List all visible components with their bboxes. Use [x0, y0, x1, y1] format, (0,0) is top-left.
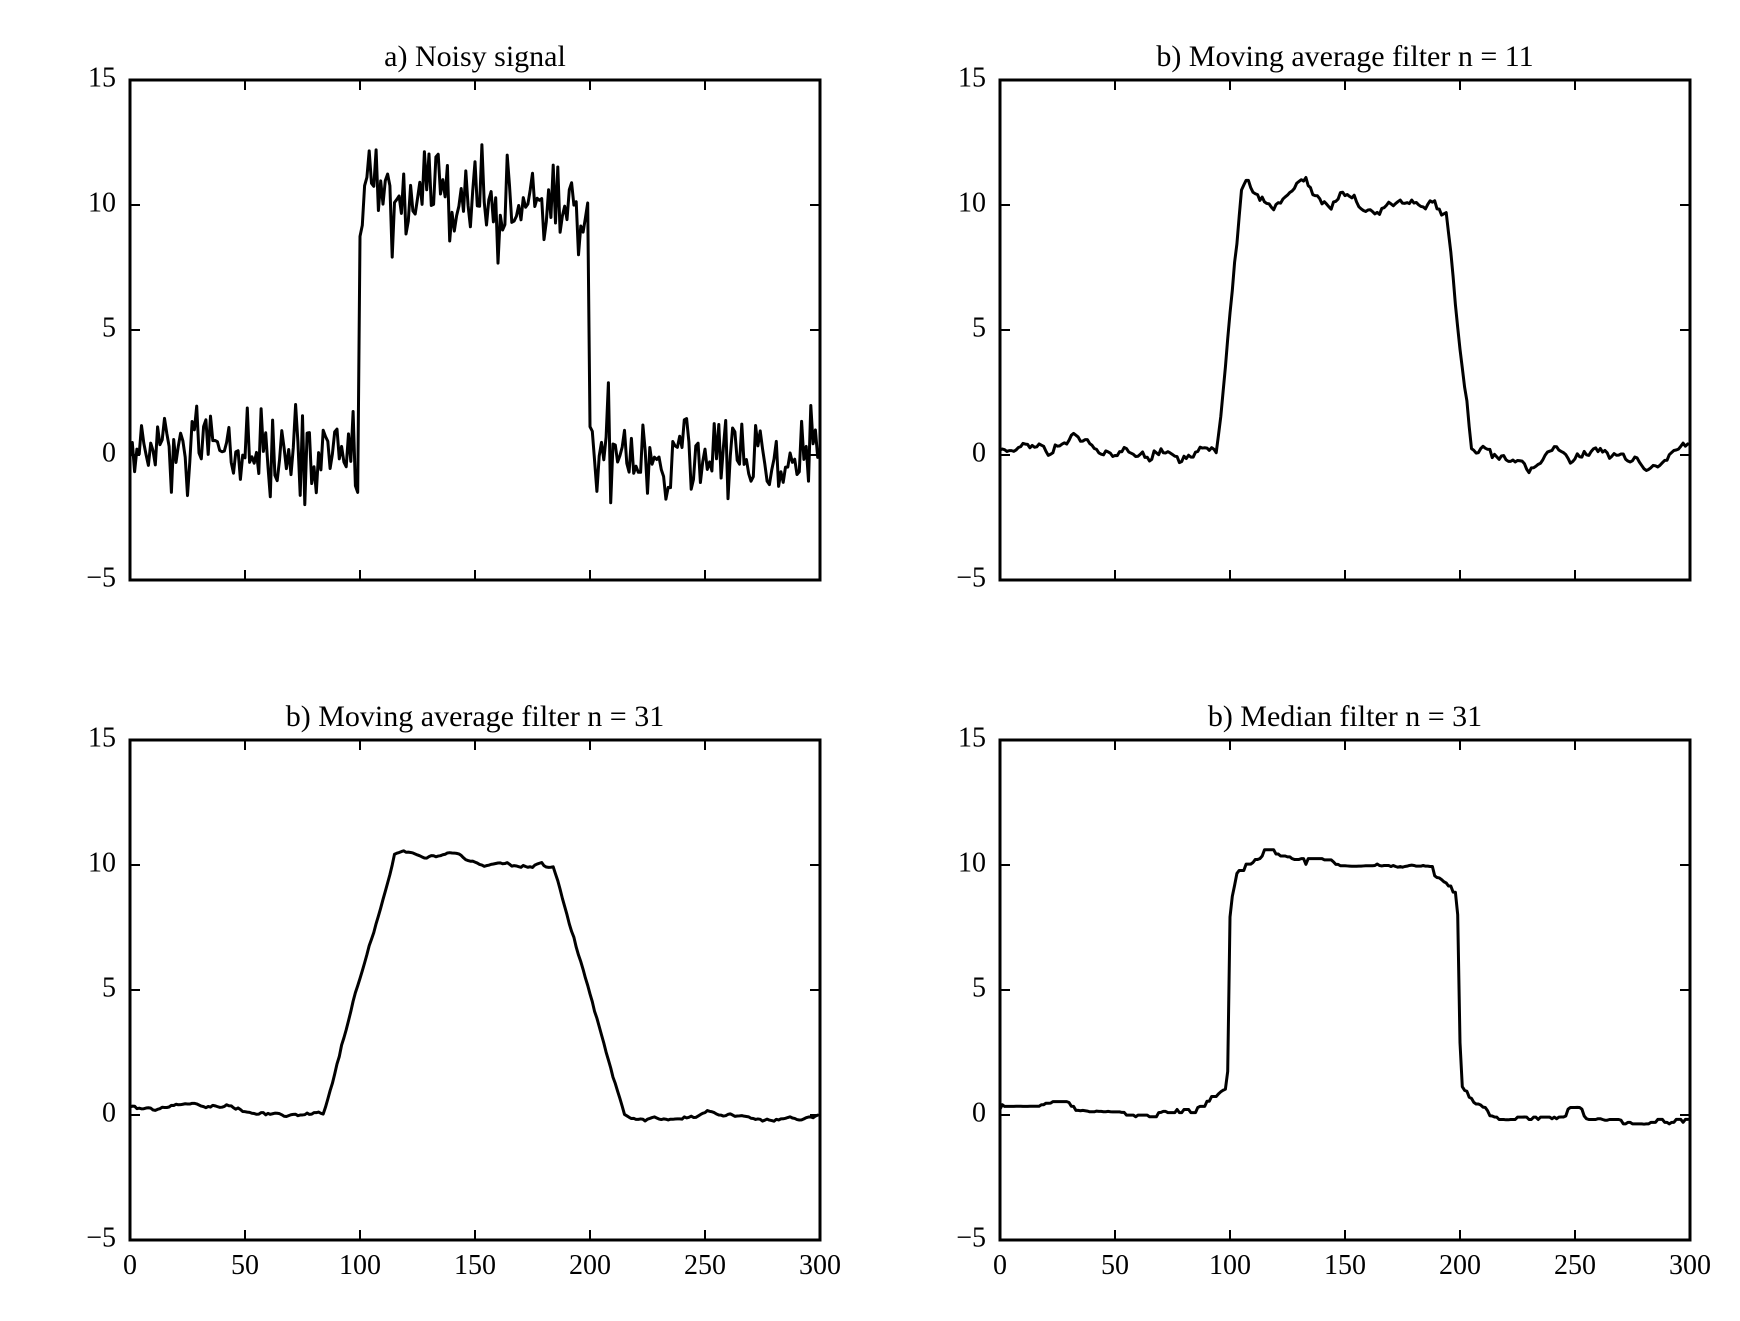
- ytick-label: 15: [88, 62, 116, 93]
- ytick-label: 10: [958, 847, 986, 878]
- xtick-label: 150: [1324, 1250, 1366, 1281]
- ytick-label: −5: [86, 1222, 116, 1253]
- xtick-label: 200: [1439, 1250, 1481, 1281]
- plot-c: −5051015050100150200250300: [70, 680, 880, 1300]
- plot-d: −5051015050100150200250300: [940, 680, 1740, 1300]
- xtick-label: 50: [1101, 1250, 1129, 1281]
- plot-b: −5 0 5 10 15: [940, 20, 1740, 640]
- ytick-label: 10: [88, 187, 116, 218]
- ytick-label: −5: [956, 1222, 986, 1253]
- xtick-label: 0: [993, 1250, 1007, 1281]
- plot-a: −5 0 5 10 15: [70, 20, 880, 640]
- ytick-label: 5: [102, 972, 116, 1003]
- figure-container: a) Noisy signal−5051015b) Moving average…: [0, 0, 1740, 1321]
- ytick-label: 0: [972, 437, 986, 468]
- xtick-label: 200: [569, 1250, 611, 1281]
- xtick-label: 300: [799, 1250, 841, 1281]
- ytick-label: 15: [88, 722, 116, 753]
- ytick-label: 5: [972, 312, 986, 343]
- ytick-label: 5: [102, 312, 116, 343]
- ytick-label: 10: [88, 847, 116, 878]
- ytick-label: 5: [972, 972, 986, 1003]
- series-line: [1000, 178, 1688, 473]
- xtick-label: 250: [1554, 1250, 1596, 1281]
- series-line: [130, 145, 818, 505]
- xtick-label: 50: [231, 1250, 259, 1281]
- series-line: [1000, 850, 1688, 1124]
- ytick-label: 15: [958, 722, 986, 753]
- ytick-label: −5: [956, 562, 986, 593]
- ytick-label: 0: [102, 437, 116, 468]
- ytick-label: −5: [86, 562, 116, 593]
- series-line: [130, 851, 818, 1121]
- ytick-label: 0: [102, 1097, 116, 1128]
- xtick-label: 300: [1669, 1250, 1711, 1281]
- ytick-label: 10: [958, 187, 986, 218]
- xtick-label: 150: [454, 1250, 496, 1281]
- xtick-label: 100: [339, 1250, 381, 1281]
- xtick-label: 100: [1209, 1250, 1251, 1281]
- xtick-label: 0: [123, 1250, 137, 1281]
- xtick-label: 250: [684, 1250, 726, 1281]
- ytick-label: 15: [958, 62, 986, 93]
- ytick-label: 0: [972, 1097, 986, 1128]
